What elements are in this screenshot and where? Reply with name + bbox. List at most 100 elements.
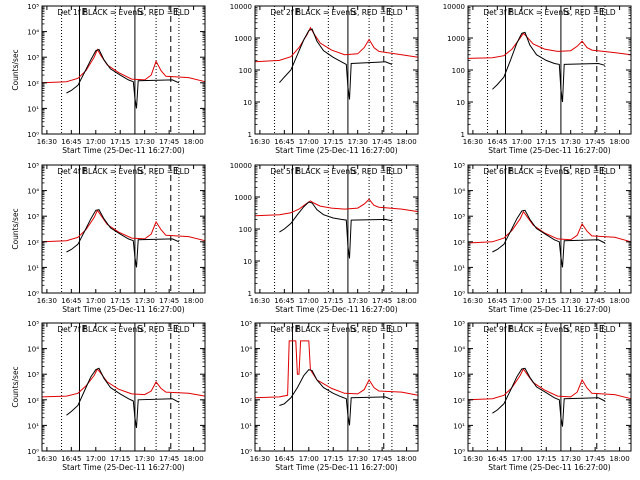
series-line-1: [254, 198, 419, 217]
chart-title: Det 7f BLACK = Events, RED = LLD: [57, 325, 190, 334]
x-tick-label: 17:15: [536, 297, 556, 305]
chart-title: Det 6f BLACK = Events, RED = LLD: [483, 167, 616, 176]
x-tick-label: 17:30: [561, 455, 581, 463]
x-axis-label: Start Time (25-Dec-11 16:27:00): [488, 305, 610, 314]
marker-label: S: [563, 7, 569, 18]
series-line-2: [279, 28, 393, 100]
y-axis-label: Counts/sec: [11, 366, 20, 407]
x-tick-label: 17:45: [159, 455, 179, 463]
y-tick-label: 10⁵: [453, 162, 465, 170]
x-tick-label: 17:15: [323, 138, 343, 146]
plot-frame: [254, 322, 419, 452]
x-tick-label: 17:30: [348, 138, 368, 146]
marker-label: S: [350, 7, 356, 18]
x-tick-label: 17:15: [323, 297, 343, 305]
plot-frame: [41, 322, 206, 452]
series-line-1: [467, 210, 632, 244]
x-tick-label: 16:30: [250, 455, 270, 463]
x-tick-label: 17:15: [110, 297, 130, 305]
x-tick-label: 17:30: [561, 297, 581, 305]
marker-label: S: [137, 324, 143, 335]
chart-title: Det 1f BLACK = Events, RED = LLD: [57, 8, 190, 17]
marker-label: S: [350, 324, 356, 335]
x-tick-label: 17:00: [512, 455, 532, 463]
series-line-2: [279, 369, 393, 426]
y-tick-label: 10⁴: [27, 188, 39, 196]
y-tick-label: 10³: [27, 54, 39, 62]
x-tick-label: 17:30: [135, 455, 155, 463]
x-tick-label: 16:45: [61, 455, 81, 463]
marker-label: E: [599, 166, 605, 177]
marker-label: F: [507, 324, 513, 335]
y-tick-label: 10³: [27, 371, 39, 379]
y-tick-label: 10¹: [27, 105, 39, 113]
y-tick-label: 10⁴: [453, 346, 465, 354]
x-tick-label: 18:00: [609, 297, 629, 305]
x-tick-label: 16:30: [37, 455, 57, 463]
y-tick-label: 10²: [240, 397, 252, 405]
x-tick-label: 18:00: [609, 138, 629, 146]
x-tick-label: 17:15: [110, 138, 130, 146]
series-line-1: [41, 368, 206, 398]
x-tick-label: 17:45: [585, 297, 605, 305]
x-tick-label: 18:00: [183, 297, 203, 305]
y-tick-label: 100: [239, 226, 252, 234]
x-axis-label: Start Time (25-Dec-11 16:27:00): [275, 305, 397, 314]
x-tick-label: 18:00: [183, 138, 203, 146]
series-line-2: [66, 367, 180, 428]
x-axis-label: Start Time (25-Dec-11 16:27:00): [275, 146, 397, 155]
x-axis-label: Start Time (25-Dec-11 16:27:00): [488, 463, 610, 472]
x-tick-label: 17:00: [299, 138, 319, 146]
series-line-1: [467, 368, 632, 401]
x-tick-label: 17:15: [536, 455, 556, 463]
plot-frame: [467, 322, 632, 452]
x-tick-label: 17:30: [561, 138, 581, 146]
series-line-1: [41, 48, 206, 84]
x-tick-label: 17:45: [159, 297, 179, 305]
x-tick-label: 16:30: [250, 297, 270, 305]
chart-title: Det 8f BLACK = Events, RED = LLD: [270, 325, 403, 334]
x-tick-label: 17:45: [372, 455, 392, 463]
x-axis-label: Start Time (25-Dec-11 16:27:00): [62, 146, 184, 155]
marker-label: F: [81, 166, 87, 177]
x-tick-label: 16:45: [487, 297, 507, 305]
x-tick-label: 17:30: [348, 297, 368, 305]
series-line-1: [254, 340, 419, 399]
y-tick-label: 10¹: [240, 422, 252, 430]
y-tick-label: 10000: [230, 162, 252, 170]
y-tick-label: 10³: [240, 371, 252, 379]
marker-label: E: [173, 324, 179, 335]
x-tick-label: 16:45: [61, 297, 81, 305]
x-tick-label: 17:30: [348, 455, 368, 463]
x-tick-label: 16:45: [487, 455, 507, 463]
y-tick-label: 10⁵: [453, 320, 465, 328]
marker-label: E: [386, 324, 392, 335]
y-tick-label: 100: [452, 67, 465, 75]
marker-label: E: [599, 7, 605, 18]
y-tick-label: 10: [243, 258, 252, 266]
y-axis-label: Counts/sec: [11, 208, 20, 249]
x-tick-label: 17:00: [512, 138, 532, 146]
y-tick-label: 10²: [27, 397, 39, 405]
x-tick-label: 18:00: [396, 455, 416, 463]
y-tick-label: 10³: [27, 213, 39, 221]
x-tick-label: 17:00: [86, 138, 106, 146]
y-tick-label: 1000: [234, 194, 252, 202]
x-tick-label: 18:00: [183, 455, 203, 463]
x-axis-label: Start Time (25-Dec-11 16:27:00): [62, 463, 184, 472]
x-tick-label: 16:30: [463, 138, 483, 146]
marker-label: S: [563, 166, 569, 177]
y-tick-label: 10⁵: [27, 162, 39, 170]
x-tick-label: 16:45: [487, 138, 507, 146]
x-tick-label: 17:30: [135, 297, 155, 305]
y-tick-label: 10²: [27, 80, 39, 88]
x-tick-label: 18:00: [609, 455, 629, 463]
marker-label: F: [294, 166, 300, 177]
x-tick-label: 17:15: [536, 138, 556, 146]
series-line-1: [254, 26, 419, 63]
x-tick-label: 18:00: [396, 138, 416, 146]
x-axis-label: Start Time (25-Dec-11 16:27:00): [488, 146, 610, 155]
